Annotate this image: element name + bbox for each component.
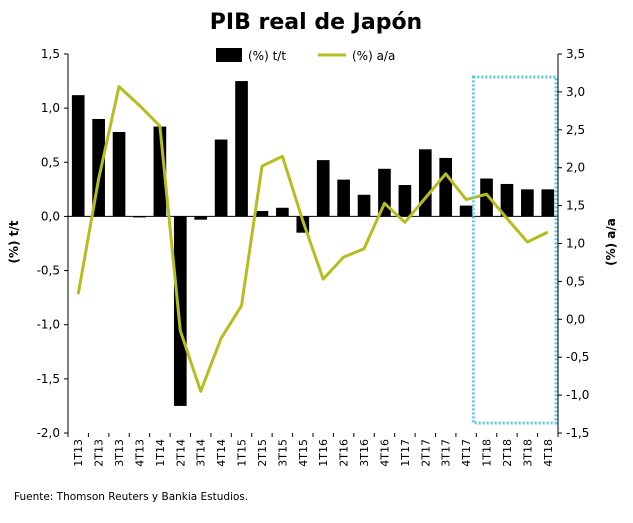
bar-1T13 xyxy=(71,95,85,217)
y-left-tick-label: 1,5 xyxy=(41,47,60,61)
bar-2T17 xyxy=(418,149,432,217)
y-right-tick-label: 2,5 xyxy=(566,123,585,137)
bar-4T14 xyxy=(214,139,228,217)
x-tick-label: 1T14 xyxy=(154,439,167,467)
x-tick-label: 4T16 xyxy=(378,439,391,467)
legend: (%) t/t (%) a/a xyxy=(216,48,395,63)
bar-4T18 xyxy=(541,189,555,217)
x-tick-label: 3T16 xyxy=(358,439,371,467)
y-right-tick-label: 3,0 xyxy=(566,85,585,99)
bar-4T17 xyxy=(459,205,473,217)
y-right-tick-label: 1,5 xyxy=(566,199,585,213)
x-tick-label: 1T18 xyxy=(481,439,494,467)
y-right-tick-label: 1,0 xyxy=(566,237,585,251)
bar-1T15 xyxy=(235,81,248,217)
y-right-tick-label: -0,5 xyxy=(566,350,589,364)
bar-4T13 xyxy=(133,216,146,218)
bar-1T16 xyxy=(316,160,330,217)
x-tick-label: 1T13 xyxy=(72,439,85,467)
bar-1T18 xyxy=(480,178,493,217)
x-tick-label: 4T18 xyxy=(542,439,555,467)
y-left-tick-label: -1,5 xyxy=(37,372,60,386)
legend-bar-label: (%) t/t xyxy=(248,49,286,63)
legend-bar-swatch xyxy=(216,48,242,62)
x-tick-label: 1T17 xyxy=(399,439,412,467)
y-right-tick-label: -1,5 xyxy=(566,426,589,440)
bar-2T14 xyxy=(173,216,187,406)
bar-1T17 xyxy=(398,185,412,217)
bar-3T14 xyxy=(194,216,208,220)
x-tick-label: 1T15 xyxy=(236,439,249,467)
y-right-axis-label: (%) a/a xyxy=(604,218,618,266)
y-right-tick-label: 0,5 xyxy=(566,274,585,288)
y-left-tick-label: -1,0 xyxy=(37,318,60,332)
bar-3T13 xyxy=(112,131,126,217)
x-tick-label: 3T17 xyxy=(440,439,453,467)
x-tick-label: 3T15 xyxy=(276,439,289,467)
y-left-tick-label: 0,0 xyxy=(41,209,60,223)
bar-2T15 xyxy=(255,211,269,217)
plot-area: -2,0 -1,5 -1,0 -0,5 0,0 0,5 1,0 1,5 -1,5 -1,0 -0,5… xyxy=(37,47,590,467)
x-tick-label: 3T13 xyxy=(113,439,126,467)
y-left-tick-label: -0,5 xyxy=(37,264,60,278)
x-tick-label: 4T17 xyxy=(460,439,473,467)
x-tick-label: 2T14 xyxy=(174,439,187,467)
chart-title: PIB real de Japón xyxy=(210,10,422,35)
y-left-tick-label: 0,5 xyxy=(41,155,60,169)
y-right-tick-label: -1,0 xyxy=(566,388,589,402)
y-left-axis-label: (%) t/t xyxy=(7,220,21,263)
y-right-tick-label: 0,0 xyxy=(566,312,585,326)
x-tick-label: 4T13 xyxy=(133,439,146,467)
x-tick-label: 4T15 xyxy=(297,439,310,467)
x-tick-label: 2T15 xyxy=(256,439,269,467)
x-tick-label: 2T17 xyxy=(419,439,432,467)
line-series-a-a xyxy=(76,85,549,393)
x-tick-label: 2T16 xyxy=(338,439,351,467)
x-tick-label: 1T16 xyxy=(317,439,330,467)
bar-3T17 xyxy=(439,157,453,217)
y-right-tick-label: 2,0 xyxy=(566,161,585,175)
bar-3T16 xyxy=(357,194,371,217)
bar-2T16 xyxy=(337,179,350,217)
x-tick-label: 2T18 xyxy=(501,439,514,467)
y-left-tick-label: -2,0 xyxy=(37,426,60,440)
bar-2T18 xyxy=(500,183,514,217)
bar-3T18 xyxy=(521,189,534,217)
bar-3T15 xyxy=(276,207,289,217)
y-right-tick-label: 3,5 xyxy=(566,47,585,61)
x-tick-label: 3T14 xyxy=(195,439,208,467)
legend-line-label: (%) a/a xyxy=(352,49,395,63)
y-left-tick-label: 1,0 xyxy=(41,101,60,115)
x-tick-label: 3T18 xyxy=(521,439,534,467)
highlight-box-2018 xyxy=(471,75,558,425)
x-tick-label: 4T14 xyxy=(215,439,228,467)
source-note: Fuente: Thomson Reuters y Bankia Estudio… xyxy=(14,491,248,503)
x-tick-label: 2T13 xyxy=(93,439,106,467)
